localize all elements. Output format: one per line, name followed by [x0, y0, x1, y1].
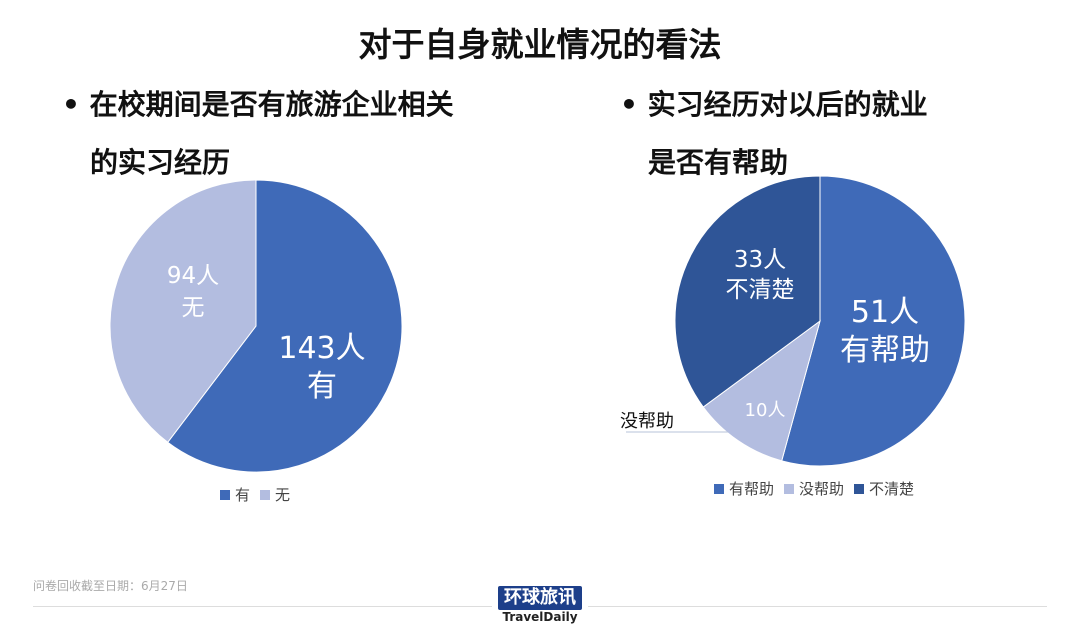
legend-item: 没帮助 [784, 478, 844, 499]
legend-item: 不清楚 [854, 478, 914, 499]
legend-item: 有 [220, 484, 250, 505]
pie-slice-有帮助 [781, 175, 966, 467]
pie-slice-没帮助 [702, 319, 821, 462]
pie-chart-2 [674, 175, 966, 467]
pie-chart-1 [109, 179, 403, 473]
data-label-没帮助: 10人 [744, 400, 786, 421]
legend-2: 有帮助 没帮助 不清楚 [714, 478, 914, 499]
legend-item: 有帮助 [714, 478, 774, 499]
data-label-不清楚: 33人 不清楚 [725, 247, 795, 303]
bullet-icon: • [62, 88, 80, 121]
footer-note: 问卷回收截至日期：6月27日 [33, 579, 188, 593]
pie-slice-无 [109, 179, 257, 443]
chart1-title: • 在校期间是否有旅游企业相关 的实习经历 [62, 88, 454, 179]
category-label-没帮助: 没帮助 [620, 411, 674, 432]
chart2-title: • 实习经历对以后的就业 是否有帮助 [620, 88, 928, 179]
data-label-有: 143人有 [278, 331, 366, 404]
bullet-icon: • [620, 88, 638, 121]
legend-1: 有 无 [220, 484, 290, 505]
data-label-有帮助: 51人 有帮助 [840, 295, 930, 368]
legend-item: 无 [260, 484, 290, 505]
page-title: 对于自身就业情况的看法 [358, 25, 722, 64]
logo: 环球旅讯 TravelDaily [492, 586, 588, 624]
pie-slice-不清楚 [674, 175, 821, 408]
pie-slice-有 [166, 179, 403, 473]
data-label-无: 94人无 [166, 263, 220, 321]
